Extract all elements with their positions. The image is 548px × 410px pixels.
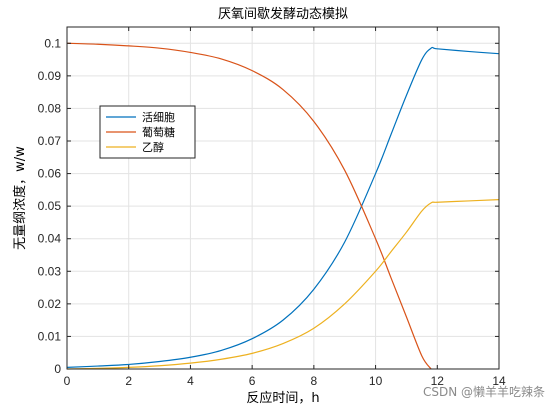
x-axis-label: 反应时间，h <box>246 390 319 406</box>
y-tick-label: 0.05 <box>38 199 62 213</box>
y-tick-label: 0.1 <box>44 36 61 50</box>
legend-box <box>99 105 196 159</box>
y-axis-label: 无量纲浓度，w/w <box>12 146 28 250</box>
series-line-2 <box>66 199 500 370</box>
y-tick-label: 0.02 <box>38 297 62 311</box>
series-line-1 <box>66 42 432 370</box>
legend-label: 乙醇 <box>142 140 164 154</box>
x-tick-label: 12 <box>431 374 445 388</box>
y-tick-label: 0 <box>54 362 61 376</box>
plot-frame <box>66 26 500 370</box>
y-tick-label: 0.06 <box>38 167 62 181</box>
x-tick-label: 8 <box>311 374 318 388</box>
y-tick-label: 0.07 <box>38 134 62 148</box>
y-tick-label: 0.01 <box>38 329 62 343</box>
series-lines <box>66 42 500 370</box>
y-tick-label: 0.08 <box>38 101 62 115</box>
y-tick-label: 0.03 <box>38 264 62 278</box>
watermark: CSDN @懒羊羊吃辣条 <box>423 384 545 399</box>
chart-title: 厌氧间歇发酵动态模拟 <box>218 6 348 22</box>
plot-area <box>67 27 499 369</box>
x-tick-label: 10 <box>369 374 383 388</box>
x-tick-label: 2 <box>125 374 132 388</box>
series-line-0 <box>66 46 500 368</box>
x-tick-label: 4 <box>187 374 194 388</box>
x-tick-label: 0 <box>64 374 71 388</box>
legend-label: 葡萄糖 <box>142 125 175 139</box>
y-tick-label: 0.04 <box>38 232 62 246</box>
x-tick-label: 6 <box>249 374 256 388</box>
x-tick-label: 14 <box>492 374 506 388</box>
y-tick-label: 0.09 <box>38 69 62 83</box>
ticks: 0 2 4 6 8 10 12 14 0 0.01 0.02 0.03 0.04 0.05 0.06 0.07… <box>38 27 506 388</box>
legend-label: 活细胞 <box>142 111 175 124</box>
